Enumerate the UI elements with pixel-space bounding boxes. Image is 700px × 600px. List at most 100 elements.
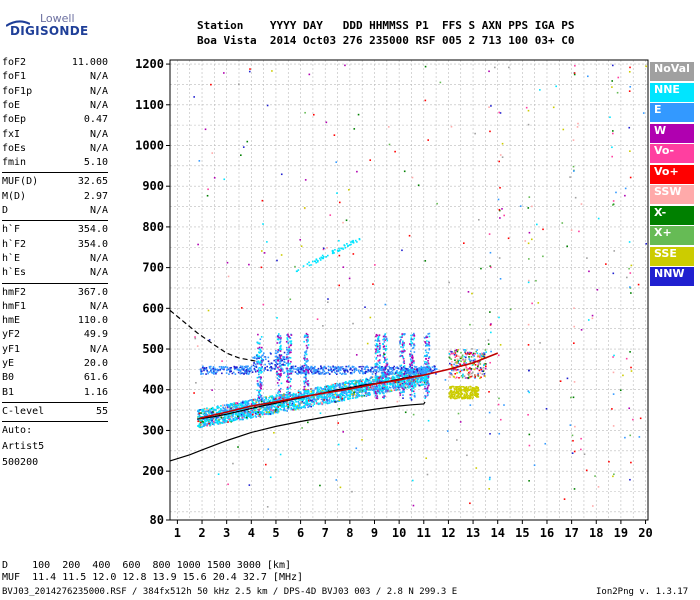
echo-point — [286, 373, 289, 376]
param-row: h`F2 354.0 — [2, 238, 108, 252]
echo-point — [357, 394, 360, 397]
echo-point — [448, 281, 450, 284]
echo-point — [401, 249, 403, 252]
echo-scatter — [193, 64, 647, 508]
echo-point — [319, 402, 321, 405]
echo-point — [349, 397, 352, 400]
echo-point — [271, 368, 274, 370]
echo-point — [306, 404, 308, 406]
echo-point — [591, 314, 594, 317]
echo-point — [218, 419, 220, 421]
echo-point — [287, 370, 290, 372]
echo-point — [383, 341, 386, 343]
echo-point — [472, 352, 475, 355]
echo-point — [338, 254, 341, 257]
echo-point — [268, 396, 270, 399]
x-tick-label: 19 — [614, 526, 628, 540]
echo-point — [458, 371, 461, 374]
echo-point — [221, 422, 224, 424]
echo-point — [455, 369, 458, 372]
echo-point — [467, 386, 470, 388]
echo-point — [369, 382, 372, 385]
echo-point — [260, 360, 263, 362]
param-value: 354.0 — [77, 224, 108, 236]
echo-point — [360, 394, 363, 397]
echo-point — [453, 393, 455, 395]
echo-point — [201, 370, 203, 372]
echo-point — [399, 375, 401, 377]
echo-point — [449, 362, 451, 365]
x-tick-label: 5 — [272, 526, 279, 540]
echo-point — [297, 391, 300, 394]
echo-point — [311, 399, 314, 402]
echo-point — [246, 404, 249, 407]
echo-point — [338, 394, 341, 397]
echo-point — [287, 393, 290, 395]
echo-point — [319, 394, 322, 397]
echo-point — [224, 416, 226, 418]
echo-point — [282, 406, 285, 408]
echo-point — [277, 360, 279, 362]
echo-point — [376, 344, 378, 346]
echo-point — [314, 365, 316, 368]
echo-point — [455, 355, 458, 357]
echo-point — [219, 369, 221, 372]
echo-point — [286, 379, 289, 382]
echo-point — [204, 411, 206, 413]
echo-point — [382, 338, 384, 341]
echo-point — [351, 389, 353, 392]
echo-point — [375, 351, 377, 353]
echo-point — [587, 75, 589, 78]
echo-point — [289, 380, 292, 383]
echo-point — [460, 394, 462, 397]
echo-point — [210, 370, 213, 372]
echo-point — [265, 401, 267, 404]
echo-point — [212, 409, 214, 411]
echo-point — [266, 369, 269, 371]
echo-point — [239, 365, 242, 368]
echo-point — [468, 351, 471, 354]
echo-point — [542, 255, 544, 258]
echo-point — [439, 81, 442, 84]
param-separator — [2, 421, 108, 423]
echo-point — [358, 393, 360, 396]
echo-point — [253, 407, 256, 410]
echo-point — [308, 372, 310, 375]
echo-point — [303, 389, 306, 391]
echo-point — [385, 348, 388, 350]
echo-point — [632, 418, 634, 421]
echo-point — [343, 392, 346, 395]
echo-point — [316, 389, 319, 391]
echo-point — [271, 395, 274, 397]
echo-point — [423, 372, 425, 375]
echo-point — [394, 150, 396, 153]
echo-point — [468, 371, 470, 374]
echo-point — [221, 360, 223, 362]
echo-point — [463, 349, 465, 351]
echo-point — [260, 366, 263, 369]
echo-point — [197, 419, 200, 421]
echo-point — [402, 361, 405, 363]
echo-point — [230, 419, 233, 422]
echo-point — [219, 409, 221, 412]
echo-point — [424, 367, 427, 370]
echo-point — [424, 349, 427, 352]
echo-point — [378, 392, 381, 395]
echo-point — [341, 399, 343, 402]
echo-point — [411, 354, 414, 357]
echo-point — [458, 359, 461, 362]
echo-point — [246, 417, 248, 420]
echo-point — [577, 122, 579, 125]
echo-point — [426, 381, 428, 383]
echo-point — [456, 439, 458, 441]
echo-point — [290, 367, 292, 370]
echo-point — [282, 395, 285, 398]
echo-point — [249, 370, 252, 372]
echo-point — [256, 389, 258, 392]
param-row: foF1p N/A — [2, 85, 108, 99]
echo-point — [205, 413, 207, 416]
echo-point — [253, 356, 256, 358]
echo-point — [386, 362, 388, 364]
echo-point — [453, 353, 456, 356]
echo-point — [383, 385, 386, 388]
